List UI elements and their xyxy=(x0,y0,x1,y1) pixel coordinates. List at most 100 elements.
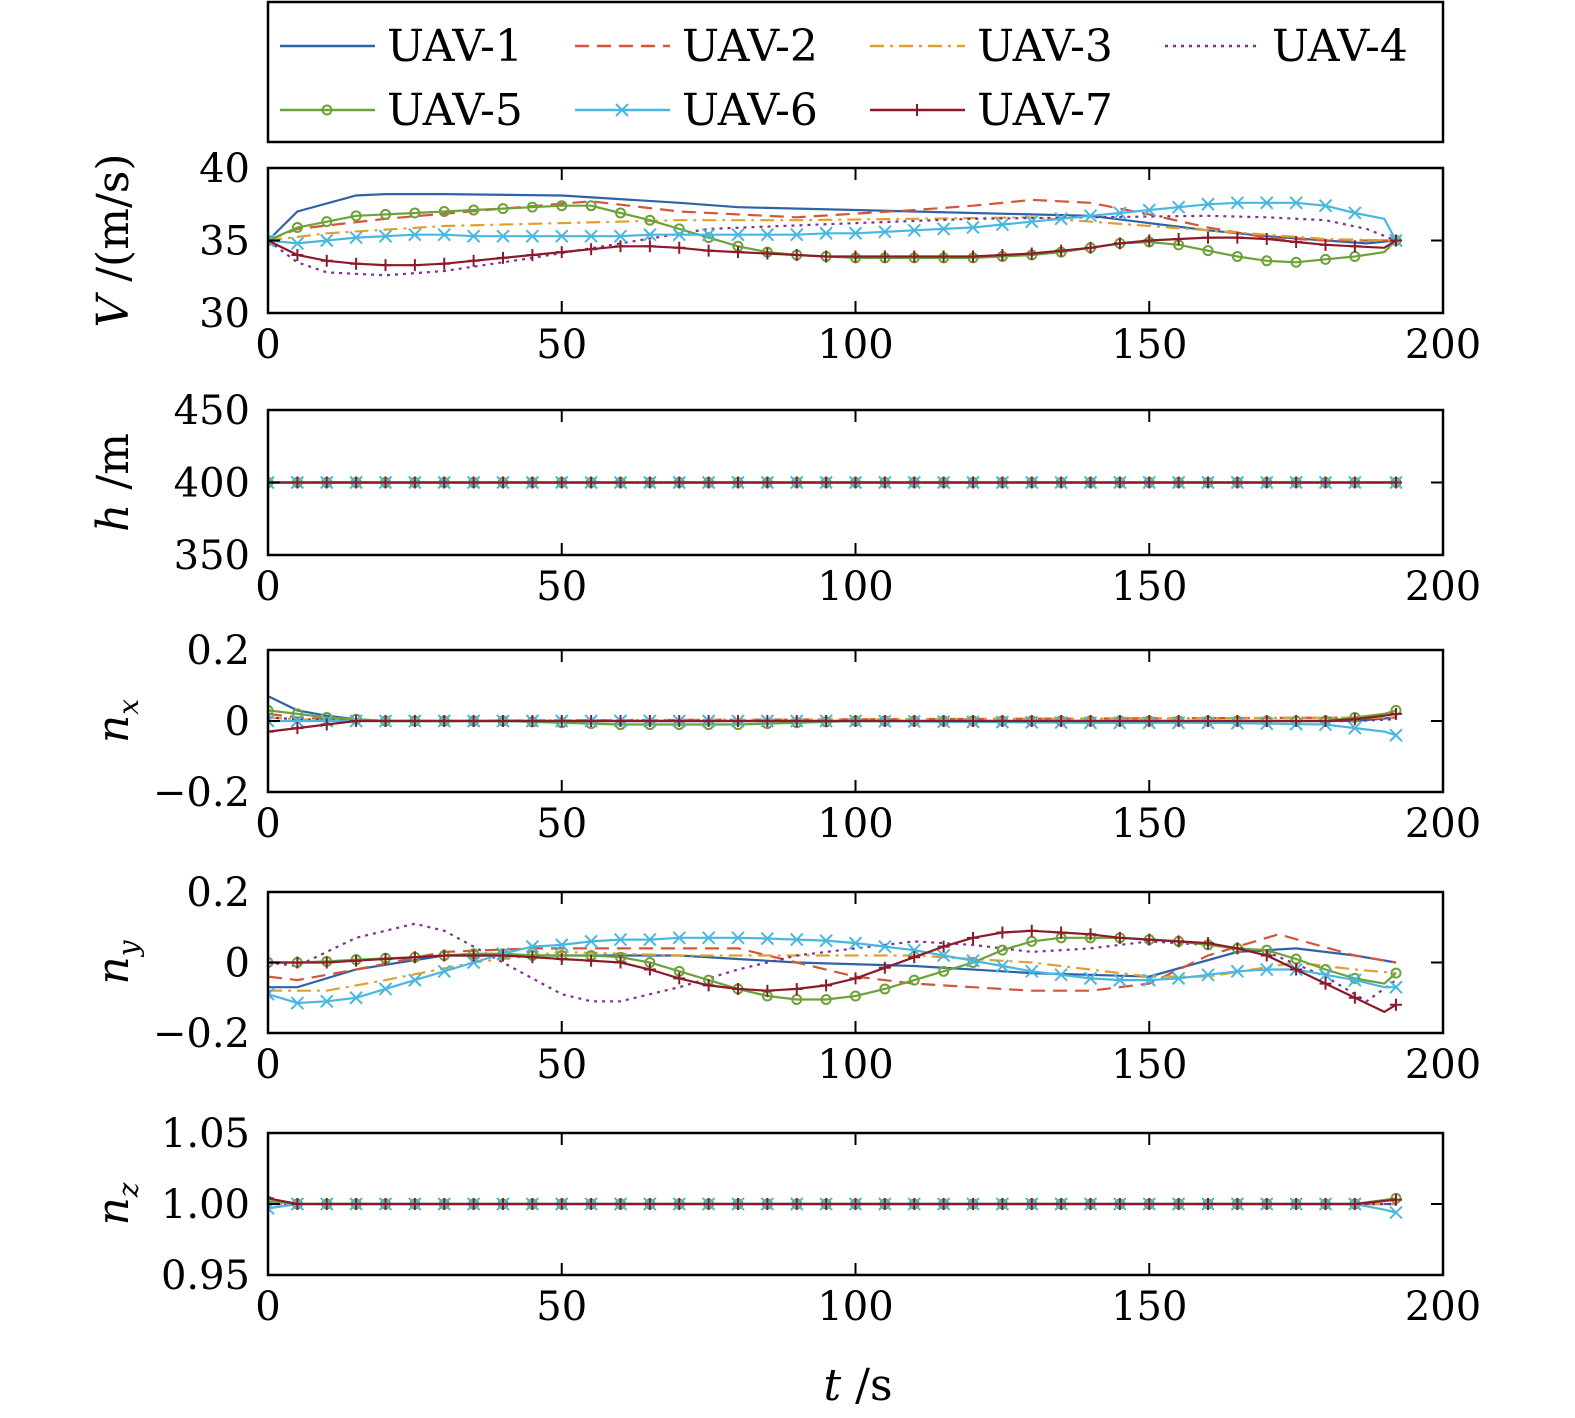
y-axis-label-var: h xyxy=(88,504,139,532)
data-point xyxy=(614,476,627,489)
data-point xyxy=(1319,1198,1332,1210)
data-point xyxy=(585,243,598,256)
data-point xyxy=(613,229,628,243)
data-point xyxy=(820,1198,833,1210)
data-point xyxy=(268,1192,274,1205)
data-point xyxy=(1083,971,1098,986)
data-point xyxy=(1026,935,1038,947)
data-point xyxy=(673,241,686,254)
data-point xyxy=(409,207,421,219)
y-axis-label: nz xyxy=(88,1182,145,1225)
x-tick-label: 100 xyxy=(817,801,893,847)
data-point xyxy=(908,974,920,986)
data-point xyxy=(321,216,333,228)
data-point xyxy=(291,956,304,969)
data-point xyxy=(555,229,569,243)
data-point xyxy=(615,207,626,219)
legend-entry-uav-3: UAV-3 xyxy=(870,21,1113,72)
data-point xyxy=(290,236,305,251)
data-point xyxy=(996,476,1009,489)
data-point xyxy=(996,944,1008,956)
series-line-uav-6 xyxy=(268,201,1397,245)
data-point xyxy=(908,250,921,263)
data-point xyxy=(526,201,538,213)
data-point xyxy=(466,229,481,243)
data-point xyxy=(1113,1198,1126,1210)
data-point xyxy=(760,931,775,946)
data-point xyxy=(1025,476,1038,489)
data-point xyxy=(1390,998,1402,1011)
y-tick-label: 1.00 xyxy=(161,1182,250,1228)
data-point xyxy=(1260,962,1274,977)
data-point xyxy=(1113,206,1127,220)
data-point xyxy=(790,982,803,995)
data-point xyxy=(849,476,862,489)
data-point xyxy=(878,961,891,974)
legend-entry-uav-5: UAV-5 xyxy=(280,85,523,136)
data-point xyxy=(1172,715,1185,727)
data-point xyxy=(820,715,833,727)
data-point xyxy=(1143,1198,1156,1210)
data-point xyxy=(1231,715,1244,727)
legend-entry-uav-1: UAV-1 xyxy=(280,21,523,72)
series-line-uav-1 xyxy=(268,947,1397,989)
data-point xyxy=(732,1198,744,1210)
legend-marker xyxy=(321,104,333,116)
data-point xyxy=(1319,238,1332,251)
data-point xyxy=(732,246,744,259)
data-point xyxy=(790,932,804,947)
data-point xyxy=(613,932,628,947)
data-point xyxy=(349,991,363,1005)
data-point xyxy=(268,475,275,490)
data-point xyxy=(1260,196,1274,210)
data-point xyxy=(555,1198,568,1210)
data-point xyxy=(350,715,363,727)
data-point xyxy=(1142,973,1156,987)
data-point xyxy=(408,476,421,489)
data-point xyxy=(1231,1198,1244,1210)
y-axis-label-var: n xyxy=(88,715,139,743)
data-point xyxy=(1084,476,1097,489)
x-tick-label: 150 xyxy=(1111,1284,1187,1330)
data-point xyxy=(996,715,1009,727)
data-point xyxy=(878,225,892,239)
data-point xyxy=(849,1198,862,1210)
data-point xyxy=(555,476,568,489)
data-point xyxy=(908,715,921,727)
data-point xyxy=(1390,967,1402,979)
data-point xyxy=(1390,234,1402,247)
data-point xyxy=(268,725,274,738)
data-point xyxy=(320,1198,333,1210)
data-point xyxy=(673,476,686,489)
series-line-uav-7 xyxy=(268,929,1397,1014)
data-point xyxy=(790,227,804,242)
data-point xyxy=(437,227,451,242)
series-group xyxy=(268,1192,1403,1220)
y-axis-label: ny xyxy=(88,939,145,984)
x-tick-label: 200 xyxy=(1405,322,1481,368)
legend-entry-uav-7: UAV-7 xyxy=(870,85,1113,136)
data-point xyxy=(731,227,745,242)
legend-label: UAV-6 xyxy=(682,85,818,136)
data-point xyxy=(938,965,950,977)
data-point xyxy=(268,704,274,716)
data-point xyxy=(1143,234,1156,247)
data-point xyxy=(1348,1198,1361,1210)
data-point xyxy=(643,1198,656,1210)
data-point xyxy=(1260,715,1273,727)
data-point xyxy=(320,254,333,267)
data-point xyxy=(761,984,774,997)
x-tick-label: 100 xyxy=(817,1042,893,1088)
data-point xyxy=(1290,235,1303,248)
data-point xyxy=(1084,715,1097,727)
data-point xyxy=(1318,968,1333,982)
legend-entry-uav-2: UAV-2 xyxy=(575,21,818,72)
legend-label: UAV-7 xyxy=(977,85,1113,136)
data-point xyxy=(408,259,421,272)
data-point xyxy=(878,715,891,727)
data-point xyxy=(1231,476,1244,489)
data-point xyxy=(643,963,656,976)
y-axis-label: V /(m/s) xyxy=(88,153,139,327)
data-point xyxy=(290,996,305,1010)
data-point xyxy=(1084,241,1097,254)
